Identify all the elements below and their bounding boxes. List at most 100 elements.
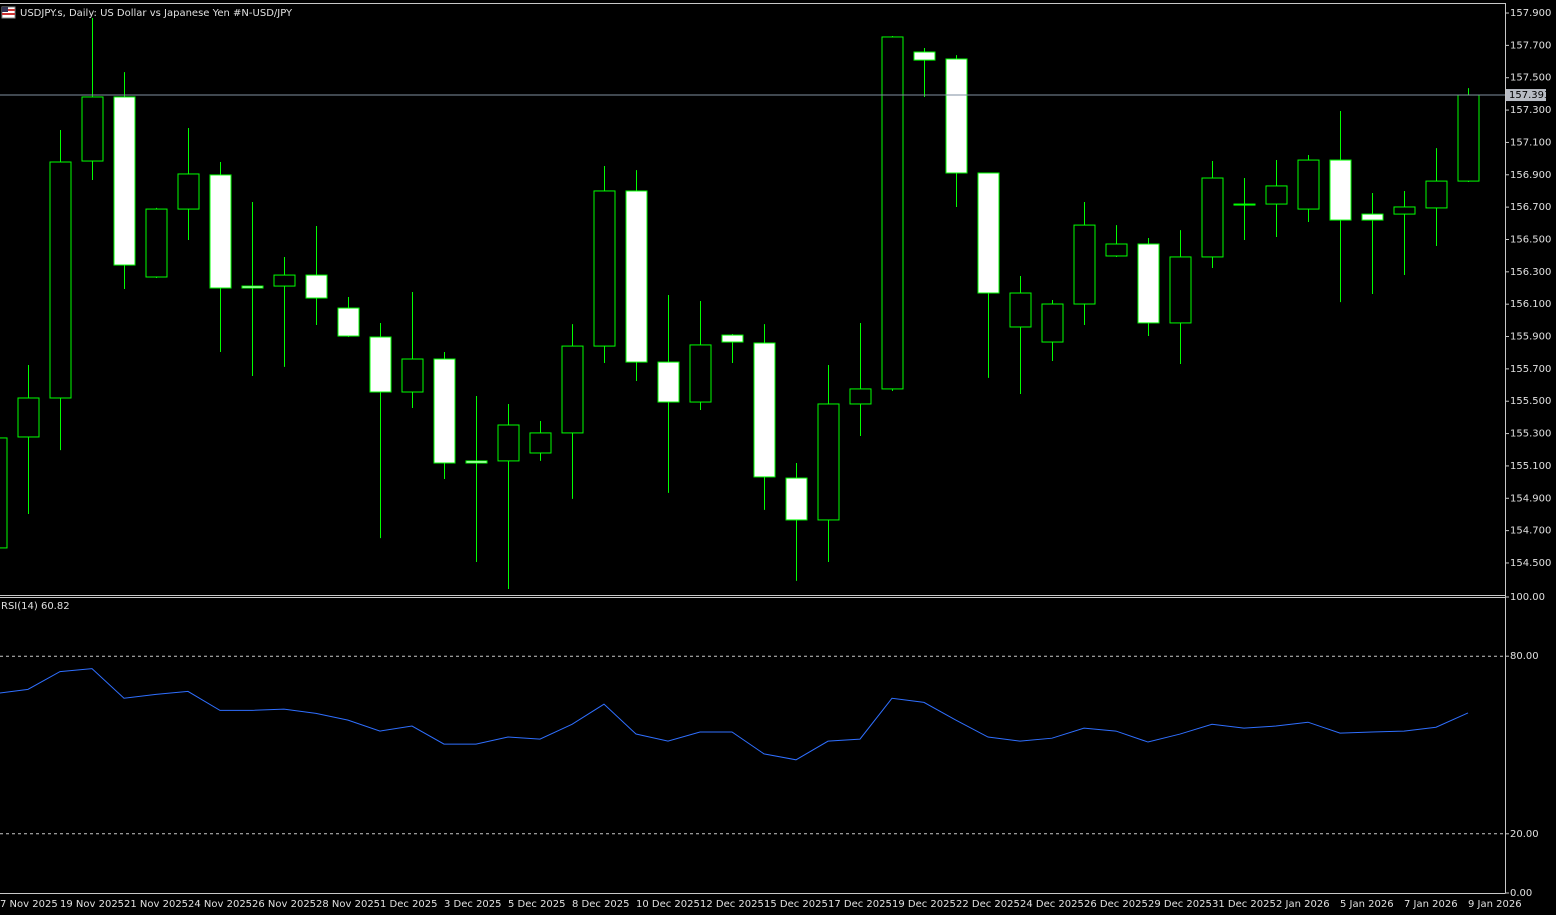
candle-body xyxy=(1393,206,1416,215)
x-tick-label: 3 Dec 2025 xyxy=(444,899,502,910)
y-tick-label: 157.500 xyxy=(1510,73,1551,84)
candle-body xyxy=(401,358,424,393)
x-tick-label: 8 Dec 2025 xyxy=(572,899,630,910)
y-tick-label: 157.700 xyxy=(1510,40,1551,51)
candle-body xyxy=(49,161,72,399)
candle-body xyxy=(689,344,712,403)
y-tick-label: 156.300 xyxy=(1510,267,1551,278)
x-tick-label: 10 Dec 2025 xyxy=(636,899,700,910)
y-tick-label: 156.100 xyxy=(1510,299,1551,310)
flag-icon xyxy=(1,6,16,19)
x-tick-label: 2 Jan 2026 xyxy=(1276,899,1330,910)
x-tick-label: 1 Dec 2025 xyxy=(380,899,438,910)
last-price-label: 157.393 xyxy=(1509,90,1550,101)
x-tick-label: 28 Nov 2025 xyxy=(316,899,380,910)
candle-body xyxy=(529,432,552,454)
indicator-title: RSI(14) 60.82 xyxy=(1,601,70,612)
candle-body xyxy=(113,96,136,266)
candle-body xyxy=(593,190,616,347)
x-tick-label: 7 Nov 2025 xyxy=(0,899,58,910)
y-tick-label: 0.00 xyxy=(1510,888,1532,899)
x-tick-label: 21 Nov 2025 xyxy=(124,899,188,910)
candle-body xyxy=(977,172,1000,294)
x-tick-label: 19 Dec 2025 xyxy=(892,899,956,910)
y-tick-label: 156.700 xyxy=(1510,202,1551,213)
candle-body xyxy=(1265,185,1288,205)
y-tick-label: 157.300 xyxy=(1510,105,1551,116)
candle-body xyxy=(945,58,968,174)
candle-body xyxy=(913,51,936,61)
y-tick-label: 20.00 xyxy=(1510,829,1539,840)
candle-body xyxy=(1009,292,1032,328)
x-tick-label: 31 Dec 2025 xyxy=(1212,899,1276,910)
candle-body xyxy=(1041,303,1064,343)
candle-body xyxy=(785,477,808,521)
candle-body xyxy=(1105,243,1128,257)
candle-body xyxy=(305,274,328,299)
candle-body xyxy=(1073,224,1096,305)
candle-body xyxy=(1361,213,1384,221)
x-tick-label: 5 Jan 2026 xyxy=(1340,899,1394,910)
y-tick-label: 154.500 xyxy=(1510,558,1551,569)
candle-body xyxy=(0,437,8,549)
candle-body xyxy=(1233,203,1256,206)
y-tick-label: 157.900 xyxy=(1510,8,1551,19)
candle-body xyxy=(433,358,456,464)
y-tick-label: 155.900 xyxy=(1510,332,1551,343)
x-tick-label: 17 Dec 2025 xyxy=(828,899,892,910)
candle-body xyxy=(177,173,200,210)
y-tick-label: 155.500 xyxy=(1510,396,1551,407)
x-tick-label: 12 Dec 2025 xyxy=(700,899,764,910)
x-tick-label: 24 Dec 2025 xyxy=(1020,899,1084,910)
candle-body xyxy=(1457,94,1480,182)
y-tick-label: 156.500 xyxy=(1510,234,1551,245)
candle-body xyxy=(465,460,488,464)
candle-body xyxy=(849,388,872,405)
candle-body xyxy=(337,307,360,337)
y-tick-label: 80.00 xyxy=(1510,651,1539,662)
x-tick-label: 24 Nov 2025 xyxy=(188,899,252,910)
candle-body xyxy=(817,403,840,521)
y-tick-label: 100.00 xyxy=(1510,592,1545,603)
candle-body xyxy=(1297,159,1320,210)
y-tick-label: 154.900 xyxy=(1510,493,1551,504)
x-tick-label: 7 Jan 2026 xyxy=(1404,899,1458,910)
y-tick-label: 155.100 xyxy=(1510,461,1551,472)
x-tick-label: 22 Dec 2025 xyxy=(956,899,1020,910)
candle-body xyxy=(753,342,776,478)
x-tick-label: 15 Dec 2025 xyxy=(764,899,828,910)
candle-body xyxy=(657,361,680,403)
candle-body xyxy=(209,174,232,289)
y-tick-label: 155.300 xyxy=(1510,429,1551,440)
x-tick-label: 9 Jan 2026 xyxy=(1468,899,1522,910)
candle-body xyxy=(561,345,584,434)
y-tick-label: 155.700 xyxy=(1510,364,1551,375)
y-tick-label: 156.900 xyxy=(1510,170,1551,181)
last-price-box xyxy=(1506,89,1546,102)
x-tick-label: 26 Nov 2025 xyxy=(252,899,316,910)
y-tick-label: 154.700 xyxy=(1510,526,1551,537)
candle-body xyxy=(241,285,264,289)
x-tick-label: 19 Nov 2025 xyxy=(60,899,124,910)
x-tick-label: 5 Dec 2025 xyxy=(508,899,566,910)
candle-body xyxy=(1169,256,1192,324)
x-tick-label: 26 Dec 2025 xyxy=(1084,899,1148,910)
chart-title: USDJPY.s, Daily: US Dollar vs Japanese Y… xyxy=(20,8,293,19)
rsi-line xyxy=(0,668,1469,761)
candle-body xyxy=(273,274,296,287)
candle-body xyxy=(145,208,168,278)
x-tick-label: 29 Dec 2025 xyxy=(1148,899,1212,910)
candle-body xyxy=(1329,159,1352,221)
y-tick-label: 157.100 xyxy=(1510,137,1551,148)
candle-body xyxy=(1425,180,1448,209)
candle-body xyxy=(17,397,40,438)
candle-body xyxy=(81,96,104,162)
candle-body xyxy=(1201,177,1224,258)
candle-body xyxy=(497,424,520,462)
candle-body xyxy=(625,190,648,363)
candle-body xyxy=(369,336,392,393)
candle-body xyxy=(721,334,744,343)
candle-body xyxy=(881,36,904,390)
